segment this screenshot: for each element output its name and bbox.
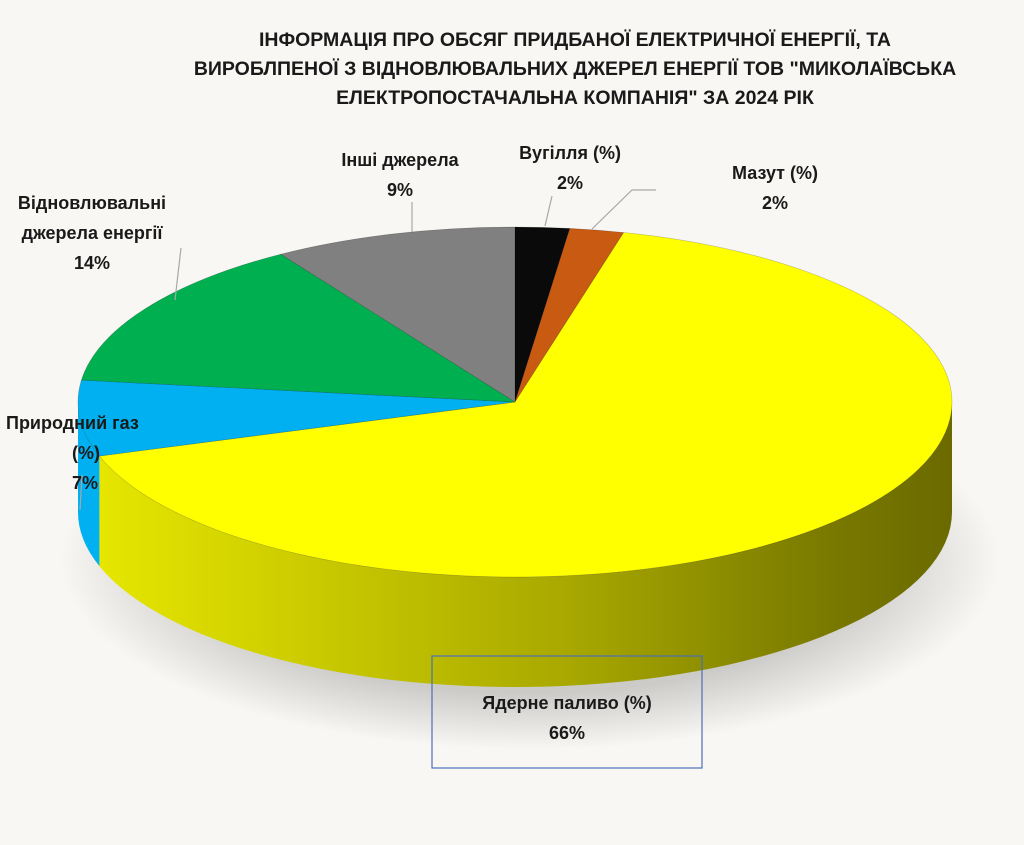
label-gas-line-2: (%) <box>72 443 100 463</box>
leader-line-fuel-oil <box>591 189 656 230</box>
slice-nuclear-side <box>99 402 952 688</box>
label-renewable-line-2: джерела енергії <box>21 223 163 243</box>
label-other-name: Інші джерела <box>341 150 459 170</box>
label-renewable: Відновлювальні джерела енергії 14% <box>2 188 182 278</box>
label-coal-value: 2% <box>556 173 583 193</box>
label-coal: Вугілля (%) 2% <box>500 138 640 198</box>
chart-title-line-1: ІНФОРМАЦІЯ ПРО ОБСЯГ ПРИДБАНОЇ ЕЛЕКТРИЧН… <box>259 29 891 51</box>
label-fuel-oil-value: 2% <box>761 193 788 213</box>
chart-title: ІНФОРМАЦІЯ ПРО ОБСЯГ ПРИДБАНОЇ ЕЛЕКТРИЧН… <box>150 26 1000 113</box>
slice-fuel-oil <box>514 228 625 403</box>
label-gas-value: 7% <box>72 473 99 493</box>
chart-title-line-2: ВИРОБЛПЕНОЇ З ВІДНОВЛЮВАЛЬНИХ ДЖЕРЕЛ ЕНЕ… <box>193 58 957 80</box>
label-nuclear-value: 66% <box>548 723 586 743</box>
slice-other <box>280 226 516 403</box>
label-fuel-oil: Мазут (%) 2% <box>710 158 840 218</box>
label-nuclear: Ядерне паливо (%) 66% <box>432 688 702 748</box>
label-renewable-value: 14% <box>73 253 111 273</box>
slice-nuclear <box>98 232 953 578</box>
chart-title-line-3: ЕЛЕКТРОПОСТАЧАЛЬНА КОМПАНІЯ" ЗА 2024 РІК <box>336 87 814 109</box>
nuclear-label-box <box>431 655 703 769</box>
label-fuel-oil-name: Мазут (%) <box>732 163 818 183</box>
leader-line-coal <box>544 195 553 227</box>
label-gas-line-1: Природний газ <box>6 413 139 433</box>
slice-gas-side <box>77 402 100 567</box>
leader-line-gas <box>79 474 83 511</box>
label-renewable-line-1: Відновлювальні <box>17 193 167 213</box>
label-nuclear-name: Ядерне паливо (%) <box>482 693 652 713</box>
slice-coal <box>514 226 571 403</box>
label-other: Інші джерела 9% <box>310 145 490 205</box>
label-other-value: 9% <box>386 180 413 200</box>
label-gas: Природний газ (%) 7% <box>6 408 186 498</box>
slice-gas <box>77 379 516 457</box>
label-coal-name: Вугілля (%) <box>519 143 621 163</box>
slice-renewable <box>80 253 517 403</box>
leader-line-renewable <box>174 247 182 301</box>
